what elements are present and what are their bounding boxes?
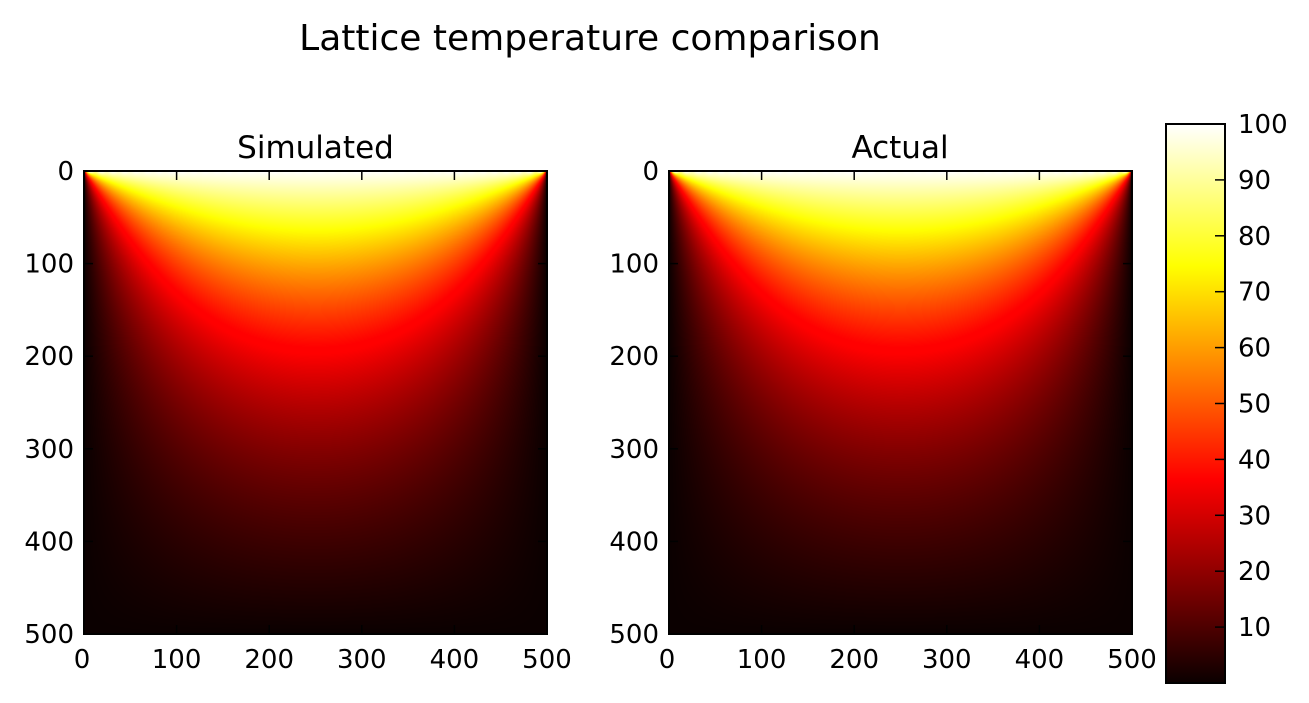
colorbar: 10 20 30 40 50 60 70 80 90 100: [1165, 110, 1288, 684]
x-tick-label: 300: [922, 645, 972, 675]
panel-title-simulated: Simulated: [237, 130, 394, 166]
axes-frame-simulated: [83, 170, 548, 635]
x-tick-label: 100: [152, 645, 202, 675]
y-tick-label: 300: [609, 435, 659, 465]
axes-frame-actual: [668, 170, 1133, 635]
colorbar-tick-label: 10: [1238, 613, 1271, 643]
y-tick-label: 100: [609, 250, 659, 280]
x-tick-label: 0: [659, 645, 676, 675]
colorbar-tick-label: 80: [1238, 222, 1271, 252]
colorbar-tick-label: 90: [1238, 166, 1271, 196]
colorbar-tick-label: 100: [1238, 110, 1288, 140]
panel-title-actual: Actual: [851, 130, 948, 166]
colorbar-ticks: 10 20 30 40 50 60 70 80 90 100: [1215, 110, 1288, 643]
colorbar-tick-label: 20: [1238, 557, 1271, 587]
y-tick-label: 300: [24, 435, 74, 465]
y-tick-label: 100: [24, 250, 74, 280]
y-tick-label: 400: [609, 527, 659, 557]
x-tick-label: 300: [337, 645, 387, 675]
colorbar-tick-label: 40: [1238, 445, 1271, 475]
x-tick-label: 200: [829, 645, 879, 675]
x-tick-label: 400: [1015, 645, 1065, 675]
figure-title: Lattice temperature comparison: [299, 18, 881, 59]
y-tick-label: 500: [24, 620, 74, 650]
colorbar-tick-label: 50: [1238, 390, 1271, 420]
x-tick-label: 100: [737, 645, 787, 675]
y-tick-label: 400: [24, 527, 74, 557]
x-tick-label: 500: [1107, 645, 1157, 675]
y-tick-label: 200: [609, 342, 659, 372]
x-tick-label: 0: [74, 645, 91, 675]
colorbar-tick-label: 70: [1238, 278, 1271, 308]
x-tick-label: 200: [244, 645, 294, 675]
x-tick-label: 500: [522, 645, 572, 675]
y-tick-label: 200: [24, 342, 74, 372]
heatmap-image-actual: [669, 171, 1132, 634]
heatmap-image-simulated: [84, 171, 547, 634]
y-tick-label: 500: [609, 620, 659, 650]
heatmap-panel-simulated: Simulated 0 100 200 300 400 50001002003004005…: [24, 130, 571, 675]
colorbar-tick-label: 60: [1238, 334, 1271, 364]
x-tick-label: 400: [430, 645, 480, 675]
y-tick-label: 0: [57, 157, 74, 187]
y-tick-label: 0: [642, 157, 659, 187]
colorbar-tick-label: 30: [1238, 501, 1271, 531]
